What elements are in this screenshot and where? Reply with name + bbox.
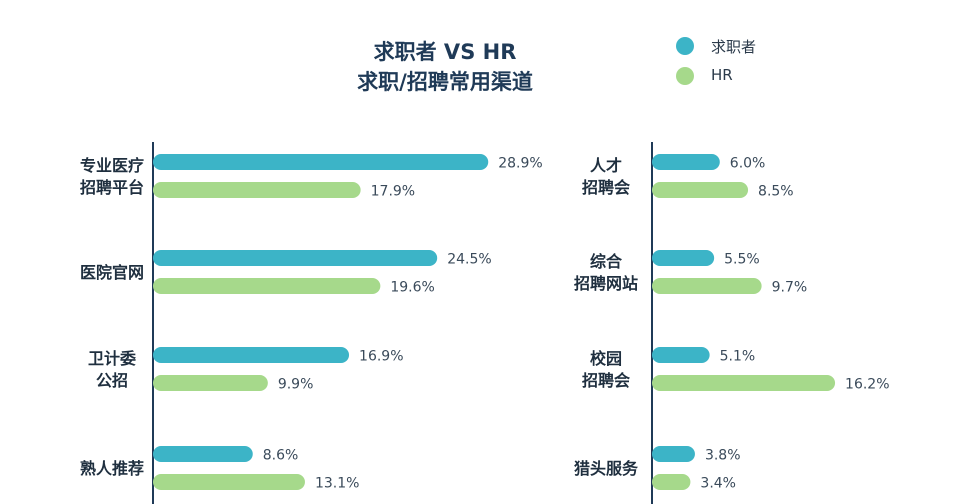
data-label: 9.9%: [278, 377, 314, 393]
data-label: 8.6%: [263, 448, 299, 464]
legend-label-hr: HR: [711, 66, 733, 84]
bar-hr: [652, 474, 691, 490]
category-label: 综合: [590, 252, 623, 271]
data-label: 9.7%: [772, 280, 808, 296]
data-label: 16.2%: [845, 377, 889, 393]
bar-hr: [652, 278, 762, 294]
data-label: 5.5%: [724, 252, 760, 268]
bar-jobseeker: [652, 446, 695, 462]
data-label: 6.0%: [730, 156, 766, 172]
data-label: 3.4%: [700, 476, 736, 492]
bar-jobseeker: [652, 347, 710, 363]
category-label: 人才: [590, 156, 622, 175]
bar-jobseeker: [153, 154, 489, 170]
bar-jobseeker: [153, 250, 438, 266]
bar-hr: [153, 182, 361, 198]
data-label: 19.6%: [390, 280, 434, 296]
bar-hr: [652, 375, 836, 391]
data-label: 3.8%: [705, 448, 741, 464]
bar-jobseeker: [153, 347, 350, 363]
data-label: 8.5%: [758, 184, 794, 200]
category-label: 招聘会: [582, 178, 630, 197]
category-label: 卫计委: [88, 349, 137, 368]
bar-jobseeker: [652, 154, 720, 170]
legend-swatch-hr: [676, 67, 694, 85]
category-label: 招聘网站: [574, 274, 638, 293]
data-label: 24.5%: [447, 252, 491, 268]
chart-title: 求职者 VS HR: [373, 40, 517, 64]
category-label: 招聘平台: [80, 178, 144, 197]
category-label: 医院官网: [80, 263, 144, 282]
data-label: 13.1%: [315, 476, 359, 492]
data-label: 16.9%: [359, 349, 403, 365]
bar-hr: [153, 278, 381, 294]
category-label: 熟人推荐: [80, 459, 144, 478]
bar-jobseeker: [153, 446, 253, 462]
chart-subtitle: 求职/招聘常用渠道: [357, 70, 533, 94]
legend-swatch-jobseeker: [676, 37, 694, 55]
bar-hr: [153, 375, 268, 391]
data-label: 28.9%: [498, 156, 542, 172]
data-label: 5.1%: [720, 349, 756, 365]
bar-hr: [652, 182, 749, 198]
bar-hr: [153, 474, 305, 490]
category-label: 专业医疗: [80, 156, 144, 175]
legend-label-jobseeker: 求职者: [711, 38, 757, 56]
category-label: 公招: [96, 371, 128, 390]
category-label: 猎头服务: [574, 459, 639, 478]
category-label: 校园: [590, 349, 622, 368]
data-label: 17.9%: [371, 184, 415, 200]
bar-jobseeker: [652, 250, 715, 266]
category-label: 招聘会: [582, 371, 630, 390]
